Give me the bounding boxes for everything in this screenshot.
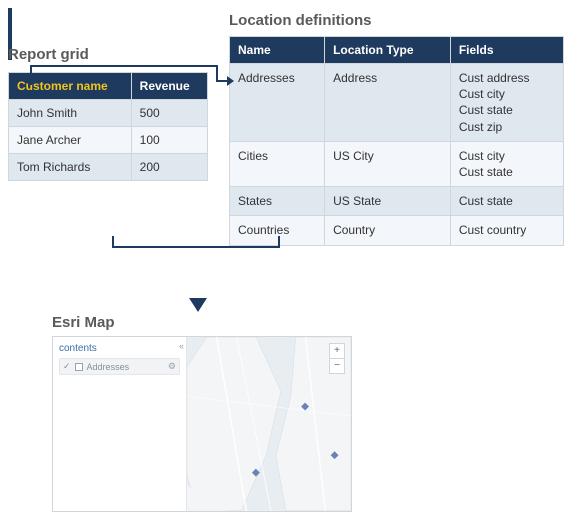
connector-segment xyxy=(30,65,216,67)
table-cell: Cust addressCust cityCust stateCust zip xyxy=(450,64,563,142)
table-cell: Jane Archer xyxy=(9,127,132,154)
map-zoom-control: + − xyxy=(329,343,345,374)
map-layers-sidebar: « contents ✓ Addresses ⚙ xyxy=(53,337,187,511)
table-cell: John Smith xyxy=(9,100,132,127)
esri-map-title: Esri Map xyxy=(52,314,115,331)
checkmark-icon: ✓ xyxy=(63,361,71,372)
bracket-segment xyxy=(112,246,280,248)
location-definitions-title: Location definitions xyxy=(229,12,372,29)
column-header: Fields xyxy=(450,37,563,64)
esri-map-panel: « contents ✓ Addresses ⚙ + − xyxy=(52,336,352,512)
table-cell: Cust state xyxy=(450,187,563,216)
table-cell: US City xyxy=(325,141,451,186)
report-grid-table: Customer nameRevenueJohn Smith500Jane Ar… xyxy=(8,72,208,181)
arrowhead-down-icon xyxy=(189,298,207,312)
column-header: Customer name xyxy=(9,73,132,100)
column-header: Location Type xyxy=(325,37,451,64)
layer-swatch-icon xyxy=(75,363,83,371)
zoom-out-button[interactable]: − xyxy=(330,359,344,373)
table-cell: 200 xyxy=(131,154,207,181)
table-cell: Address xyxy=(325,64,451,142)
table-row: Tom Richards200 xyxy=(9,154,208,181)
table-cell: Country xyxy=(325,216,451,245)
bracket-segment xyxy=(112,236,114,246)
map-layer-row[interactable]: ✓ Addresses ⚙ xyxy=(59,358,180,375)
table-cell: Cities xyxy=(230,141,325,186)
bracket-segment xyxy=(278,236,280,246)
table-row: CitiesUS CityCust cityCust state xyxy=(230,141,564,186)
map-canvas[interactable]: + − xyxy=(187,337,351,511)
table-row: StatesUS StateCust state xyxy=(230,187,564,216)
table-cell: Tom Richards xyxy=(9,154,132,181)
connector-segment xyxy=(30,65,32,85)
collapse-sidebar-icon[interactable]: « xyxy=(179,341,182,351)
report-grid-title: Report grid xyxy=(8,46,89,63)
table-cell: US State xyxy=(325,187,451,216)
table-cell: Addresses xyxy=(230,64,325,142)
table-cell: 100 xyxy=(131,127,207,154)
table-row: AddressesAddressCust addressCust cityCus… xyxy=(230,64,564,142)
map-sidebar-title: contents xyxy=(59,343,180,354)
column-header: Revenue xyxy=(131,73,207,100)
location-definitions-table: NameLocation TypeFieldsAddressesAddressC… xyxy=(229,36,564,246)
table-cell: 500 xyxy=(131,100,207,127)
table-cell: Cust cityCust state xyxy=(450,141,563,186)
arrowhead-right-icon xyxy=(227,76,234,86)
zoom-in-button[interactable]: + xyxy=(330,344,344,359)
layer-name: Addresses xyxy=(87,362,130,372)
table-row: Jane Archer100 xyxy=(9,127,208,154)
column-header: Name xyxy=(230,37,325,64)
gear-icon[interactable]: ⚙ xyxy=(168,361,176,372)
table-row: John Smith500 xyxy=(9,100,208,127)
table-cell: Cust country xyxy=(450,216,563,245)
table-cell: States xyxy=(230,187,325,216)
